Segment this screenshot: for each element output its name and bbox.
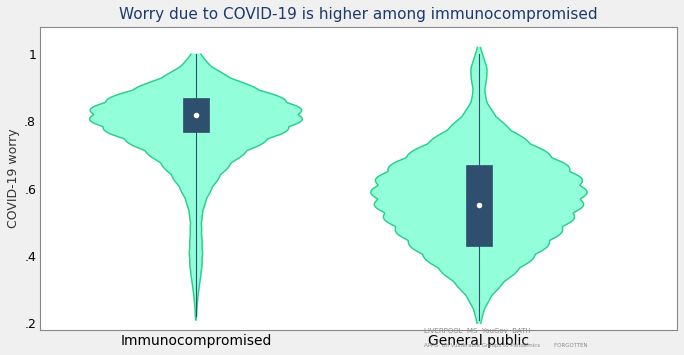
Bar (466, 165, 492, 246)
Title: Worry due to COVID-19 is higher among immunocompromised: Worry due to COVID-19 is higher among im… (119, 7, 598, 22)
Polygon shape (90, 54, 302, 320)
Y-axis label: COVID-19 worry: COVID-19 worry (7, 129, 20, 228)
Text: LIVERPOOL  MS  YouGov  BATH: LIVERPOOL MS YouGov BATH (424, 328, 531, 334)
Text: APPG  on Vulnerable Groups to Pandemics        FORGOTTEN: APPG on Vulnerable Groups to Pandemics F… (424, 343, 588, 348)
Bar (183, 98, 209, 131)
Polygon shape (371, 48, 587, 323)
